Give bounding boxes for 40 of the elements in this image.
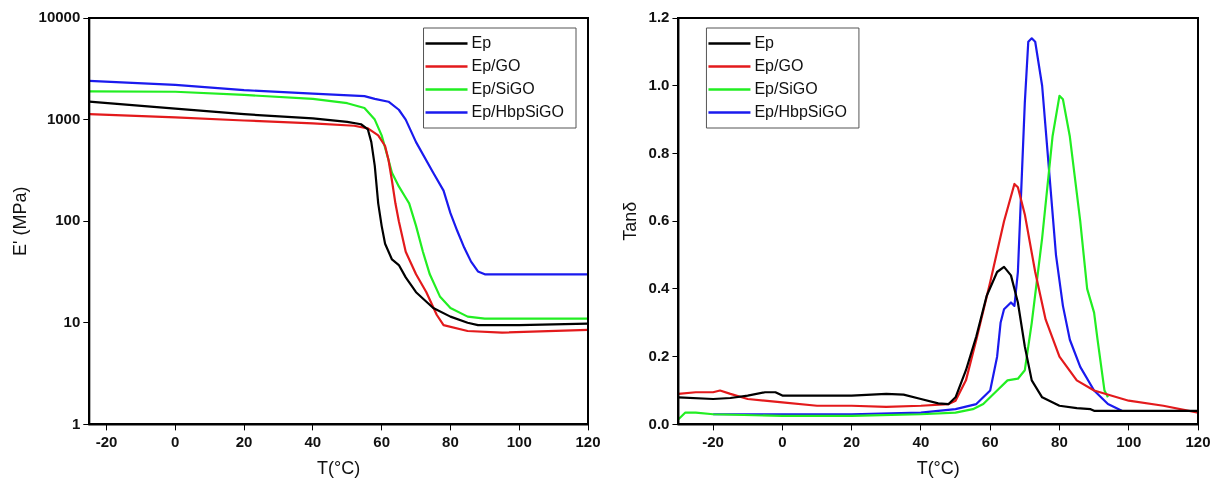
y-tick-label: 10 xyxy=(63,312,81,330)
y-axis-title: Tanδ xyxy=(619,201,640,241)
x-tick-label: 80 xyxy=(442,432,459,450)
legend-label: Ep/HbpSiGO xyxy=(471,102,564,120)
x-tick-label: 40 xyxy=(304,432,322,450)
y-tick-label: 100 xyxy=(55,211,81,229)
x-axis-title: T(°C) xyxy=(317,458,361,479)
y-tick-label: 0.6 xyxy=(648,211,670,229)
x-tick-label: 20 xyxy=(235,432,253,450)
y-tick-label: 1.2 xyxy=(648,8,670,26)
legend-label: Ep/SiGO xyxy=(754,79,818,97)
legend-label: Ep/GO xyxy=(754,56,804,74)
x-tick-label: 120 xyxy=(1185,432,1211,450)
x-tick-label: -20 xyxy=(702,432,724,450)
legend-label: Ep/HbpSiGO xyxy=(754,102,847,120)
x-axis-title: T(°C) xyxy=(916,458,960,479)
y-tick-label: 0.8 xyxy=(648,143,670,161)
legend-label: Ep xyxy=(471,33,492,51)
legend-label: Ep xyxy=(754,33,775,51)
y-tick-label: 0.0 xyxy=(648,414,670,432)
x-tick-label: 0 xyxy=(171,432,180,450)
y-tick-label: 1 xyxy=(71,414,81,432)
x-tick-label: -20 xyxy=(95,432,118,450)
y-tick-label: 0.4 xyxy=(648,279,671,297)
y-axis-title: E' (MPa) xyxy=(9,186,30,256)
x-tick-label: 100 xyxy=(506,432,532,450)
x-tick-label: 80 xyxy=(1051,432,1068,450)
x-tick-label: 120 xyxy=(575,432,601,450)
legend-label: Ep/GO xyxy=(471,56,521,74)
x-tick-label: 20 xyxy=(843,432,860,450)
y-tick-label: 1000 xyxy=(46,109,81,127)
y-tick-label: 1.0 xyxy=(648,75,670,93)
x-tick-label: 40 xyxy=(912,432,930,450)
legend-label: Ep/SiGO xyxy=(471,79,535,97)
x-tick-label: 100 xyxy=(1116,432,1142,450)
y-tick-label: 0.2 xyxy=(648,346,670,364)
x-tick-label: 60 xyxy=(981,432,999,450)
x-tick-label: 0 xyxy=(778,432,787,450)
x-tick-label: 60 xyxy=(373,432,390,450)
y-tick-label: 10000 xyxy=(38,8,81,26)
